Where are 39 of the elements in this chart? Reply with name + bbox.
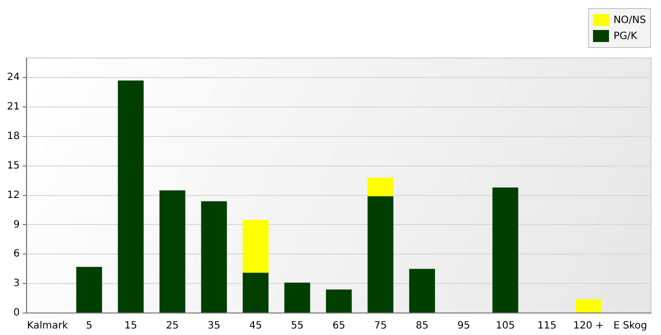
- y-tick-label: 9: [13, 219, 20, 230]
- x-tick-label: 75: [374, 320, 387, 332]
- x-tick-label: 85: [416, 320, 428, 332]
- x-tick-label: 25: [166, 320, 179, 332]
- x-tick-label: 45: [249, 320, 262, 332]
- x-tick-label: 15: [124, 320, 138, 332]
- bar: [201, 201, 227, 312]
- legend-label: PG/K: [613, 30, 638, 42]
- x-tick-label: 65: [332, 320, 346, 332]
- x-tick-label: 105: [496, 320, 515, 332]
- y-tick-label: 6: [13, 248, 20, 260]
- bar: [368, 196, 394, 312]
- y-tick-label: 21: [6, 102, 20, 113]
- x-tick-label: 120 +: [573, 320, 604, 332]
- x-tick-label: E Skog: [613, 320, 648, 332]
- x-tick-label: 95: [457, 320, 470, 332]
- y-tick-label: 3: [13, 278, 20, 290]
- y-tick-label: 15: [6, 160, 20, 172]
- y-tick-label: 0: [13, 308, 20, 319]
- bar: [326, 289, 352, 312]
- bar: [242, 272, 269, 312]
- x-tick-label: 35: [208, 320, 220, 332]
- x-tick-label: 5: [86, 320, 92, 332]
- bar: [409, 268, 435, 312]
- y-tick-label: 12: [6, 190, 20, 201]
- y-tick-label: 18: [6, 131, 20, 142]
- bar: [76, 266, 102, 312]
- bar: [368, 178, 394, 196]
- legend-label: NO/NS: [613, 14, 646, 26]
- x-tick-label: 115: [537, 320, 556, 332]
- bar: [284, 282, 310, 312]
- bar: [242, 220, 269, 273]
- bar: [118, 80, 144, 312]
- bar: [492, 187, 518, 312]
- bar: [159, 190, 186, 312]
- x-tick-label: Kalmark: [27, 320, 68, 332]
- x-tick-label: 55: [290, 320, 304, 332]
- bar: [576, 299, 602, 312]
- y-tick-label: 24: [6, 72, 20, 84]
